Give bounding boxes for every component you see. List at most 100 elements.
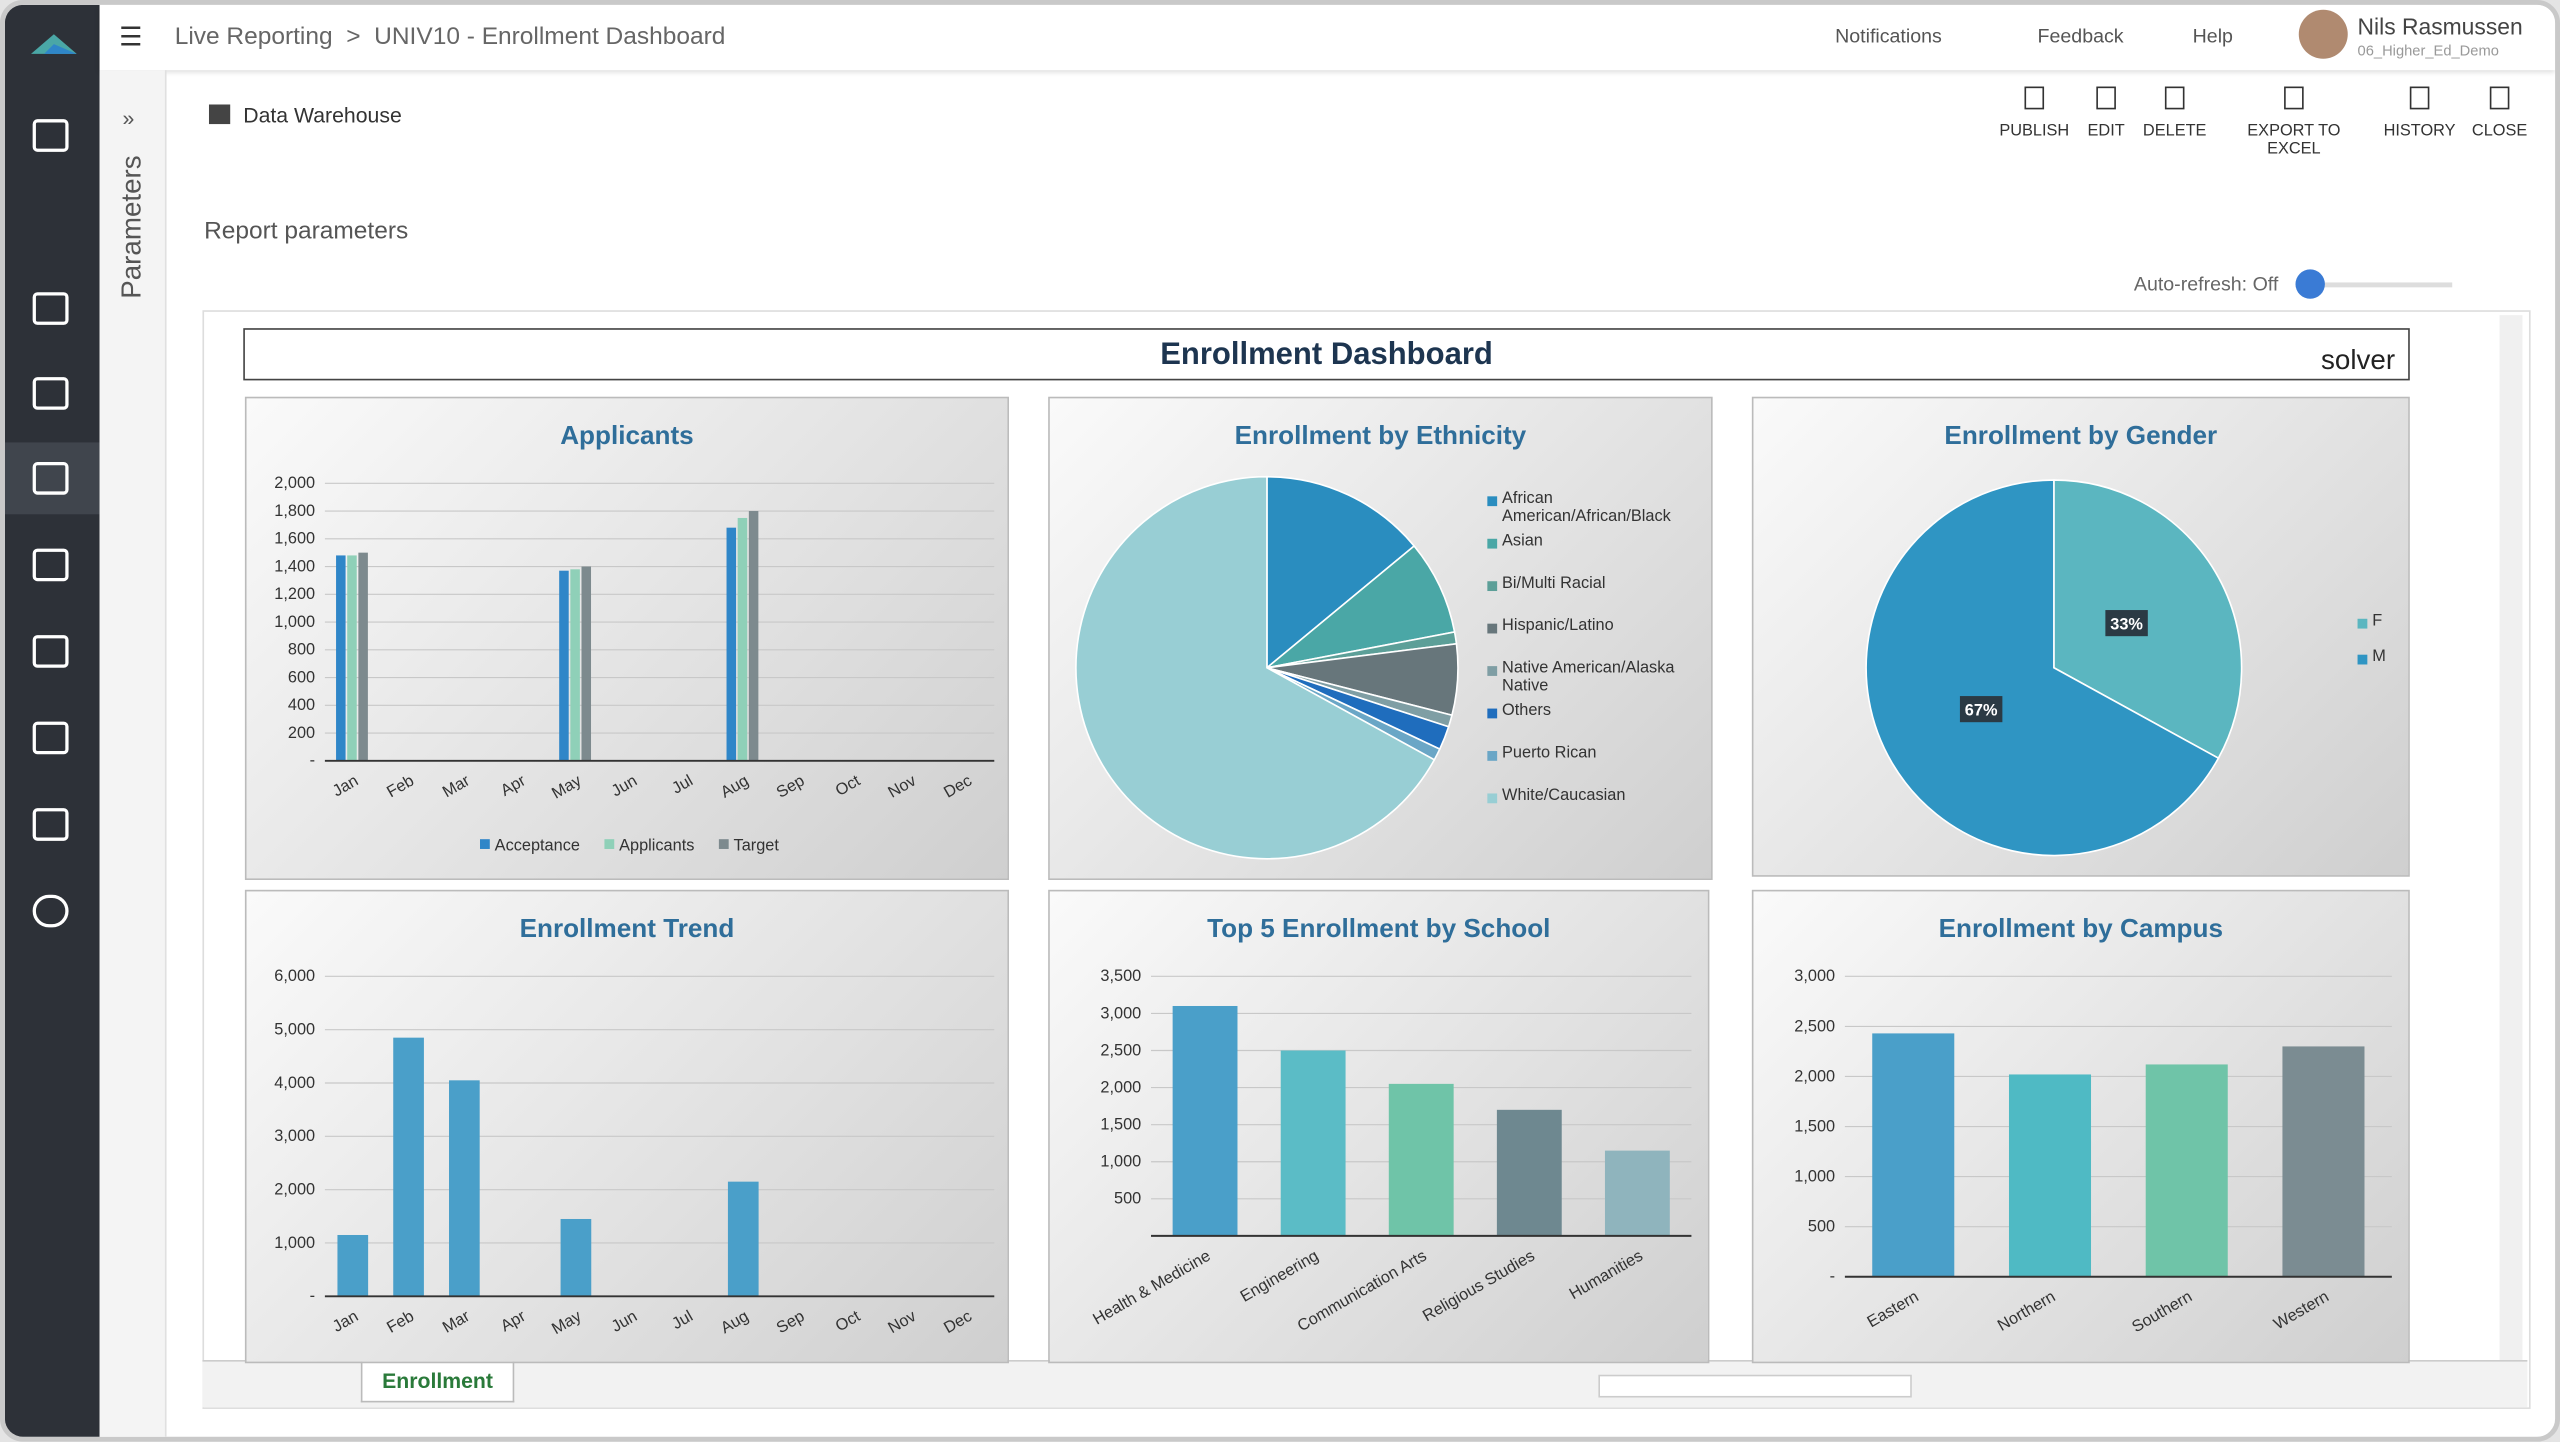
help[interactable]: Help [2192,24,2233,48]
x-tick-label: Religious Studies [1420,1247,1538,1326]
library-icon[interactable] [32,292,69,325]
x-tick-label: Dec [941,772,975,802]
report-parameters[interactable]: Report parameters [204,217,409,245]
legend-label: Applicants [619,837,694,855]
parameters-label[interactable]: Parameters [115,155,147,299]
legend-label: Puerto Rican [1502,744,1597,763]
x-tick-label: Mar [440,1307,474,1337]
bar [1496,1109,1562,1236]
bar [336,555,346,761]
dashboard-title: Enrollment Dashboard [1160,337,1493,373]
user-name[interactable]: Nils Rasmussen [2357,13,2523,40]
bar [2145,1064,2228,1277]
y-tick-label: 400 [288,696,315,714]
legend-swatch [1487,496,1498,507]
y-tick-label: 500 [1114,1190,1141,1208]
y-tick-label: - [1830,1268,1835,1286]
pie-slice [1075,475,1436,860]
x-tick-label: Jul [669,1307,696,1333]
legend-item: Native American/Alaska Native [1502,659,1675,696]
legend-label: Bi/Multi Racial [1502,574,1606,593]
avatar[interactable] [2298,9,2348,59]
tools-icon[interactable] [32,808,69,841]
y-tick-label: - [310,752,315,770]
x-tick-label: Jul [669,772,696,798]
y-tick-label: 2,000 [274,1181,315,1199]
chart-title: Enrollment by Ethnicity [1235,420,1527,450]
legend-label: Others [1502,702,1552,720]
bar [358,552,368,761]
expand-icon[interactable]: » [122,106,135,131]
legend-label: Native American/Alaska Native [1502,659,1675,696]
chart: Enrollment Trend - 1,000 2,000 3,000 4,000 5,0… [274,913,995,1338]
chart: Top 5 Enrollment by School 500 1,000 1,500 2… [1090,913,1692,1335]
x-tick-label: Northern [1995,1287,2059,1334]
x-tick-label: Sep [773,1307,807,1337]
toolbar-button[interactable]: PUBLISH [1977,86,2091,141]
toolbar-button[interactable]: EXPORT TO EXCEL [2237,86,2351,158]
settings-icon[interactable] [32,894,69,928]
x-tick-label: May [549,1307,585,1338]
toolbar-icon [2409,86,2430,110]
legend-swatch [1487,793,1498,804]
notifications[interactable]: Notifications [1835,24,1942,48]
menu-icon[interactable]: ☰ [119,24,143,53]
pie-slice [1266,544,1456,669]
chart-panel: Enrollment by Campus - 500 1,000 1,500 2,000 2… [1751,889,2410,1364]
y-tick-label: 2,000 [274,474,315,492]
crumb[interactable]: Live Reporting [174,22,333,51]
parameters-strip: » Parameters [99,70,167,1437]
y-tick-label: 3,000 [1794,967,1835,985]
toolbar-icon [2164,86,2185,110]
v-scrollbar[interactable] [2499,315,2523,1360]
chart-panel: Enrollment Trend - 1,000 2,000 3,000 4,000 5,0… [244,889,1009,1364]
legend-swatch [2357,654,2368,665]
users-icon[interactable] [32,635,69,668]
toolbar-button[interactable]: EDIT [2049,86,2163,141]
feedback[interactable]: Feedback [2037,24,2124,48]
bar [1872,1033,1955,1277]
y-tick-label: 3,000 [1100,1004,1141,1022]
tasks-icon[interactable] [32,377,69,410]
legend-item: M [2372,648,2386,667]
toolbar-button[interactable]: CLOSE [2442,86,2555,141]
data-source[interactable]: Data Warehouse [243,102,402,128]
legend-item: African American/African/Black [1502,490,1671,526]
legend-item: F [2372,612,2382,630]
y-tick-label: 2,500 [1794,1017,1835,1035]
toolbar-label: EDIT [2087,122,2125,141]
home-icon[interactable] [32,119,69,152]
reports-icon[interactable] [32,462,69,495]
hierarchy-icon[interactable] [32,721,69,755]
x-tick-label: Dec [941,1307,975,1337]
toolbar-label: PUBLISH [1999,122,2070,141]
legend-label: Asian [1502,532,1543,551]
legend-label: Hispanic/Latino [1502,617,1614,636]
sheet-tab[interactable]: Enrollment [360,1361,515,1403]
calculator-icon[interactable] [32,548,69,582]
data-label: 33% [2110,616,2143,634]
slider-knob[interactable] [2295,269,2325,299]
toolbar-button[interactable]: HISTORY [2362,86,2476,140]
legend-swatch [1487,708,1498,719]
legend-swatch [718,839,729,849]
y-tick-label: 1,000 [274,1234,315,1252]
legend-swatch [1487,538,1498,549]
x-tick-label: Nov [885,771,920,802]
legend-item: Bi/Multi Racial [1502,574,1606,593]
toolbar-icon [2284,86,2304,110]
x-tick-label: Western [2271,1287,2332,1333]
y-tick-label: 1,500 [1100,1116,1141,1134]
y-tick-label: 1,200 [274,585,315,603]
top-bar: ☰ Live Reporting > UNIV10 - Enrollment D… [99,4,2556,71]
chart-title: Top 5 Enrollment by School [1207,913,1550,943]
toolbar-button[interactable]: DELETE [2118,86,2232,140]
x-tick-label: Jun [608,772,640,801]
h-scrollbar[interactable] [1598,1374,1912,1398]
legend-label: M [2372,648,2386,667]
x-tick-label: Aug [718,772,752,802]
x-tick-label: Jan [330,1307,362,1336]
y-tick-label: 800 [288,641,315,659]
toolbar-label: CLOSE [2471,122,2528,141]
